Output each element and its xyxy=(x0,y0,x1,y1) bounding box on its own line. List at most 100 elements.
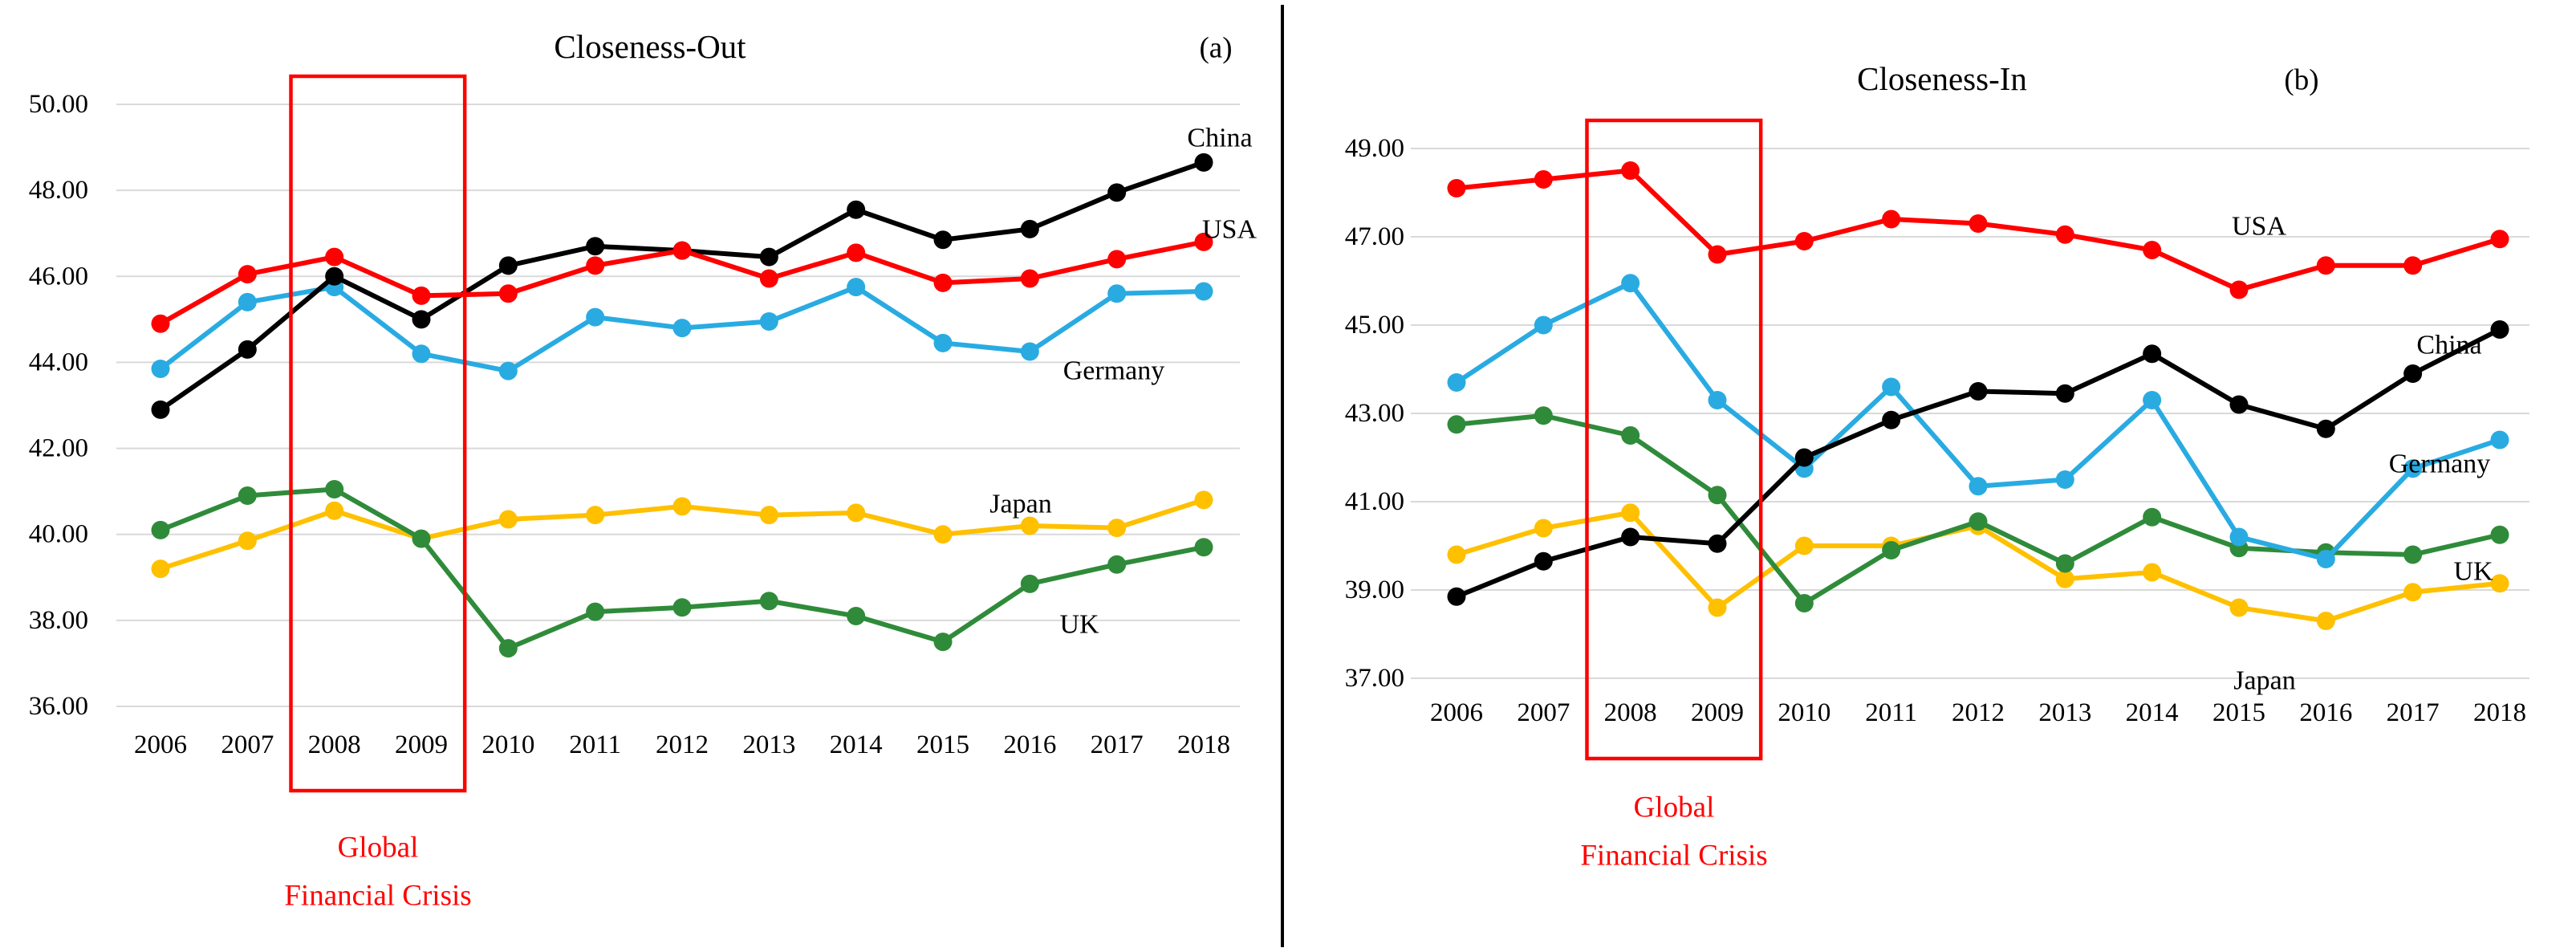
data-point-germany xyxy=(412,344,431,364)
data-point-japan xyxy=(1794,536,1814,555)
crisis-annotation-line1-left: Global xyxy=(337,831,419,865)
data-point-germany xyxy=(586,307,605,327)
data-point-china xyxy=(1020,219,1039,238)
data-point-china xyxy=(1708,534,1727,553)
data-point-china xyxy=(325,266,344,286)
y-axis-tick-label: 45.00 xyxy=(1345,311,1404,340)
data-point-usa xyxy=(1969,214,1988,233)
data-point-japan xyxy=(2143,563,2162,582)
panel-label-b: (b) xyxy=(2284,63,2319,97)
y-axis-tick-label: 42.00 xyxy=(29,434,88,463)
data-point-uk xyxy=(759,592,778,611)
data-point-usa xyxy=(2403,256,2423,275)
data-point-uk xyxy=(672,598,692,617)
data-point-china xyxy=(151,400,170,419)
x-axis-year-label: 2008 xyxy=(1604,698,1657,727)
data-point-uk xyxy=(1882,541,1901,559)
series-label-china: China xyxy=(2416,331,2481,360)
data-point-japan xyxy=(1020,516,1039,535)
x-axis-year-label: 2012 xyxy=(1952,698,2005,727)
data-point-usa xyxy=(2055,225,2074,244)
data-point-germany xyxy=(1107,284,1127,303)
series-label-china: China xyxy=(1187,124,1252,153)
data-point-usa xyxy=(1708,245,1727,264)
series-label-japan: Japan xyxy=(989,490,1051,519)
data-point-china xyxy=(1882,410,1901,429)
panel-divider xyxy=(1281,5,1284,947)
chart-title-closeness-out: Closeness-Out xyxy=(554,28,746,65)
data-point-uk xyxy=(933,633,953,652)
series-label-usa: USA xyxy=(2232,212,2286,242)
x-axis-year-label: 2007 xyxy=(1517,698,1570,727)
data-point-usa xyxy=(759,269,778,288)
data-point-china xyxy=(1447,587,1466,606)
data-point-usa xyxy=(151,314,170,333)
data-point-germany xyxy=(847,278,866,297)
data-point-germany xyxy=(2316,550,2335,568)
series-line-china xyxy=(1455,327,2501,600)
data-point-japan xyxy=(498,510,518,529)
data-point-china xyxy=(586,237,605,256)
data-point-germany xyxy=(1194,282,1213,301)
series-label-japan: Japan xyxy=(2233,666,2295,696)
panel-label-a: (a) xyxy=(1199,31,1233,65)
data-point-japan xyxy=(151,559,170,579)
data-point-uk xyxy=(1708,486,1727,505)
data-point-china xyxy=(2229,395,2249,414)
x-axis-year-label: 2015 xyxy=(916,730,969,759)
data-point-uk xyxy=(151,520,170,539)
data-point-usa xyxy=(325,247,344,266)
crisis-annotation-line2-left: Financial Crisis xyxy=(284,879,472,913)
x-axis-year-label: 2012 xyxy=(656,730,709,759)
data-point-china xyxy=(412,310,431,329)
data-point-uk xyxy=(1447,415,1466,434)
data-point-japan xyxy=(2055,569,2074,588)
data-point-germany xyxy=(759,312,778,332)
data-point-japan xyxy=(325,501,344,520)
data-point-germany xyxy=(1020,342,1039,361)
data-point-china xyxy=(238,340,257,359)
x-axis-year-label: 2017 xyxy=(1091,730,1144,759)
x-axis-year-label: 2011 xyxy=(1865,698,1917,727)
data-point-germany xyxy=(1882,377,1901,397)
data-point-usa xyxy=(2490,230,2509,249)
x-axis-year-label: 2018 xyxy=(2473,698,2526,727)
data-point-china xyxy=(1969,382,1988,401)
x-axis-year-label: 2006 xyxy=(1430,698,1483,727)
data-point-germany xyxy=(1534,315,1553,335)
data-point-china xyxy=(933,230,953,250)
data-point-japan xyxy=(933,525,953,544)
data-point-japan xyxy=(238,531,257,551)
data-point-uk xyxy=(498,639,518,658)
data-point-germany xyxy=(1447,373,1466,392)
y-axis-tick-label: 38.00 xyxy=(29,606,88,635)
x-axis-year-label: 2013 xyxy=(2038,698,2091,727)
data-point-uk xyxy=(1020,574,1039,593)
y-axis-tick-label: 46.00 xyxy=(29,262,88,291)
data-point-uk xyxy=(2490,525,2509,544)
data-point-germany xyxy=(2143,391,2162,409)
data-point-usa xyxy=(2316,256,2335,275)
x-axis-year-label: 2010 xyxy=(1778,698,1830,727)
data-point-japan xyxy=(1107,519,1127,538)
data-point-usa xyxy=(1882,210,1901,229)
data-point-china xyxy=(2055,384,2074,403)
data-point-usa xyxy=(586,256,605,275)
data-point-japan xyxy=(586,506,605,525)
data-point-china xyxy=(2316,419,2335,438)
data-point-japan xyxy=(2229,598,2249,617)
data-point-uk xyxy=(2403,545,2423,564)
crisis-annotation-line1-right: Global xyxy=(1633,791,1715,824)
x-axis-year-label: 2011 xyxy=(569,730,621,759)
data-point-china xyxy=(1194,153,1213,172)
data-point-china xyxy=(1107,183,1127,202)
data-point-usa xyxy=(498,284,518,303)
x-axis-year-label: 2007 xyxy=(221,730,274,759)
data-point-germany xyxy=(1969,477,1988,496)
data-point-uk xyxy=(1794,594,1814,612)
series-label-usa: USA xyxy=(1202,215,1257,245)
x-axis-year-label: 2006 xyxy=(134,730,187,759)
data-point-china xyxy=(1534,551,1553,571)
series-label-uk: UK xyxy=(2453,557,2493,587)
data-point-usa xyxy=(1621,161,1640,180)
